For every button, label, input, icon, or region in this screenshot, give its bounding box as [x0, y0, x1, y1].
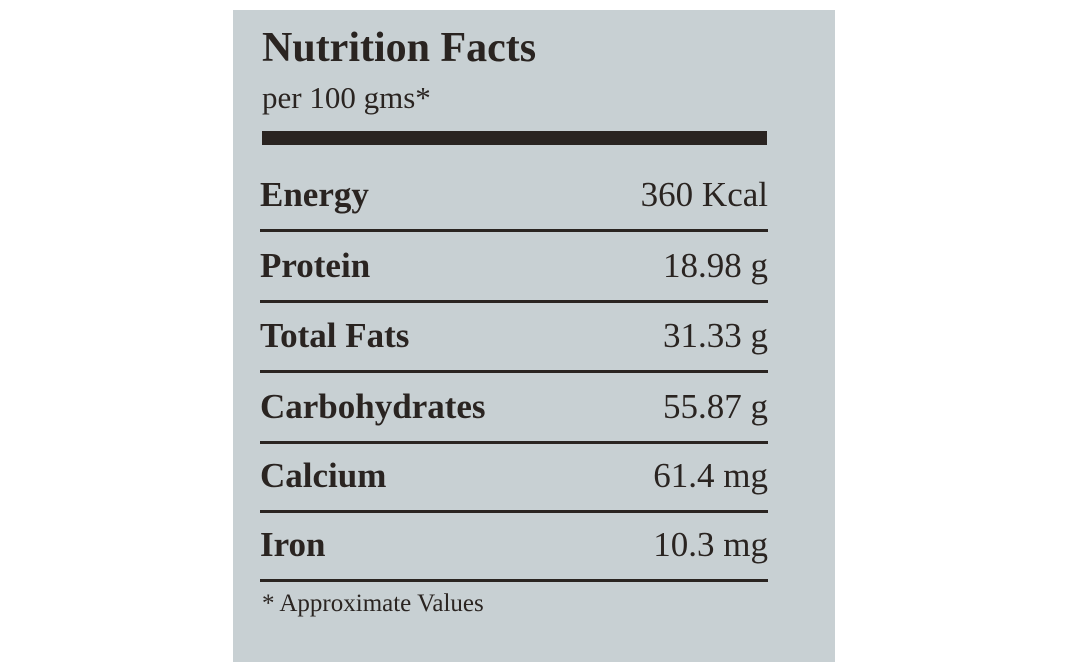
- nutrient-name: Calcium: [260, 456, 387, 495]
- nutrient-name: Iron: [260, 525, 326, 564]
- nutrient-name: Carbohydrates: [260, 387, 486, 426]
- nutrient-value: 55.87 g: [663, 387, 768, 426]
- nutrient-name: Protein: [260, 246, 371, 285]
- nutrient-value: 10.3 mg: [653, 525, 768, 564]
- nutrient-value: 31.33 g: [663, 316, 768, 355]
- label-panel: Nutrition Facts per 100 gms* Energy 360 K…: [233, 10, 835, 662]
- nutrient-row: Energy 360 Kcal: [260, 160, 768, 232]
- nutrient-value: 18.98 g: [663, 246, 768, 285]
- nutrient-name: Energy: [260, 175, 369, 214]
- footnote: * Approximate Values: [262, 590, 484, 617]
- title: Nutrition Facts: [262, 25, 537, 71]
- nutrient-row: Iron 10.3 mg: [260, 513, 768, 582]
- nutrient-row: Carbohydrates 55.87 g: [260, 373, 768, 444]
- nutrient-row: Calcium 61.4 mg: [260, 444, 768, 513]
- subtitle: per 100 gms*: [262, 80, 431, 115]
- nutrient-row: Protein 18.98 g: [260, 232, 768, 303]
- nutrient-row: Total Fats 31.33 g: [260, 303, 768, 373]
- nutrient-name: Total Fats: [260, 316, 410, 355]
- header-rule: [262, 131, 767, 145]
- nutrient-value: 61.4 mg: [653, 456, 768, 495]
- nutrient-value: 360 Kcal: [640, 175, 768, 214]
